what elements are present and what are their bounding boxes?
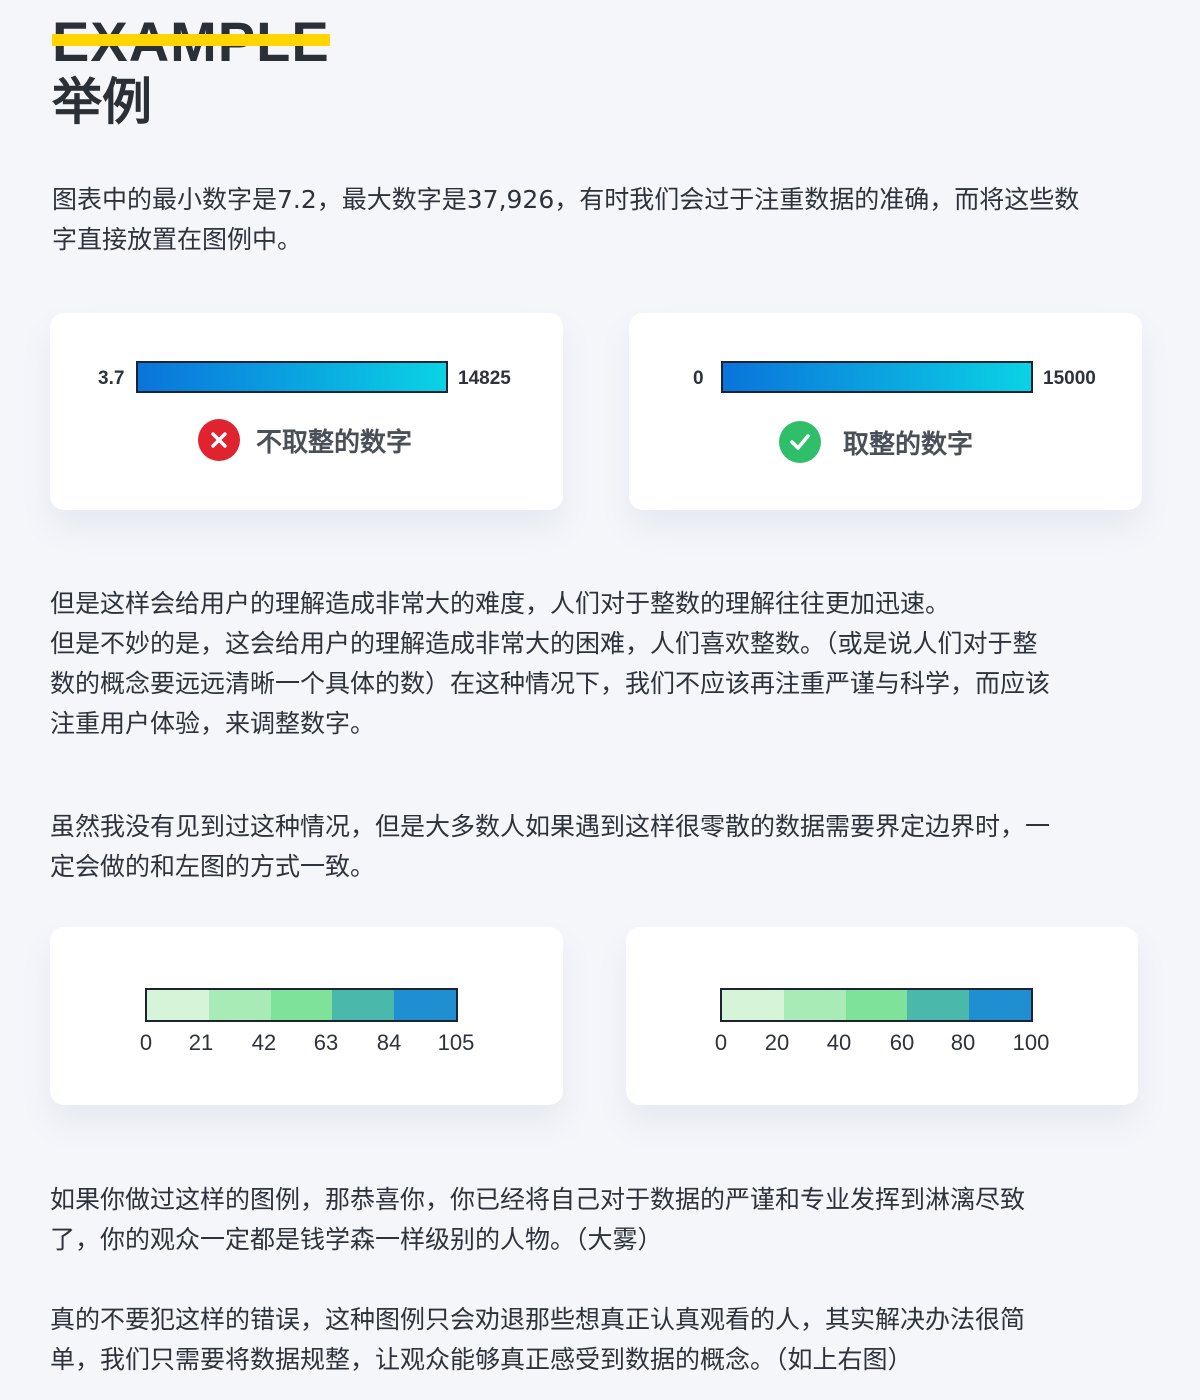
- legend-tick: 80: [950, 1030, 976, 1055]
- legend-swatch: [783, 990, 846, 1020]
- legend-tick: 20: [764, 1030, 790, 1055]
- legend-tick: 0: [714, 1030, 728, 1055]
- heading: EXAMPLE 举例: [52, 8, 330, 132]
- text-line: 字直接放置在图例中。: [52, 225, 303, 254]
- gradient-legend: [136, 361, 448, 393]
- legend-max-label: 14825: [458, 368, 511, 389]
- text-line: 图表中的最小数字是7.2，最大数字是37,926，有时我们会过于注重数据的准确，…: [52, 185, 1080, 214]
- verdict-right: 取整的数字: [779, 421, 973, 463]
- legend-swatch: [845, 990, 908, 1020]
- verdict-label: 取整的数字: [843, 429, 974, 460]
- legend-tick: 60: [889, 1030, 915, 1055]
- legend-tick: 84: [376, 1030, 402, 1055]
- legend-tick: 40: [826, 1030, 852, 1055]
- check-icon: [779, 421, 821, 463]
- legend-min-label: 3.7: [98, 368, 125, 389]
- legend-swatch: [270, 990, 333, 1020]
- legend-swatch: [332, 990, 395, 1020]
- legend-swatch: [907, 990, 970, 1020]
- heading-en: EXAMPLE: [52, 8, 330, 64]
- text-line: 虽然我没有见到过这种情况，但是大多数人如果遇到这样很零散的数据需要界定边界时，一: [50, 812, 1051, 841]
- legend-swatch: [208, 990, 271, 1020]
- right-example-card: 0 15000 取整的数字: [629, 313, 1142, 510]
- legend-swatch: [147, 990, 209, 1020]
- text-line: 单，我们只需要将数据规整，让观众能够真正感受到数据的概念。（如上右图）: [50, 1345, 913, 1374]
- legend-tick: 100: [1012, 1030, 1050, 1055]
- verdict-wrong: 不取整的数字: [198, 419, 412, 461]
- legend-tick: 63: [313, 1030, 339, 1055]
- paragraph-5: 真的不要犯这样的错误，这种图例只会劝退那些想真正认真观看的人，其实解决办法很简 …: [50, 1300, 1140, 1380]
- text-line: 如果你做过这样的图例，那恭喜你，你已经将自己对于数据的严谨和专业发挥到淋漓尽致: [50, 1185, 1026, 1214]
- legend-swatch: [722, 990, 784, 1020]
- legend-max-label: 15000: [1043, 368, 1096, 389]
- text-line: 但是这样会给用户的理解造成非常大的难度，人们对于整数的理解往往更加迅速。: [50, 589, 951, 618]
- highlight-bar: [52, 34, 330, 46]
- text-line: 注重用户体验，来调整数字。: [50, 709, 376, 738]
- stepped-legend: [145, 988, 458, 1022]
- paragraph-2: 但是这样会给用户的理解造成非常大的难度，人们对于整数的理解往往更加迅速。 但是不…: [50, 584, 1140, 744]
- legend-swatch: [969, 990, 1031, 1020]
- page-title: 举例: [52, 73, 152, 131]
- uneven-legend-card: 0 21 42 63 84 105: [50, 927, 563, 1105]
- paragraph-3: 虽然我没有见到过这种情况，但是大多数人如果遇到这样很零散的数据需要界定边界时，一…: [50, 807, 1140, 887]
- legend-min-label: 0: [693, 368, 704, 389]
- gradient-legend: [721, 361, 1033, 393]
- legend-tick: 105: [437, 1030, 475, 1055]
- text-line: 真的不要犯这样的错误，这种图例只会劝退那些想真正认真观看的人，其实解决办法很简: [50, 1305, 1026, 1334]
- legend-tick: 42: [251, 1030, 277, 1055]
- verdict-label: 不取整的数字: [256, 427, 413, 458]
- wrong-example-card: 3.7 14825 不取整的数字: [50, 313, 563, 510]
- text-line: 数的概念要远远清晰一个具体的数）在这种情况下，我们不应该再注重严谨与科学，而应该: [50, 669, 1051, 698]
- cross-icon: [198, 419, 240, 461]
- stepped-legend: [720, 988, 1033, 1022]
- legend-swatch: [394, 990, 456, 1020]
- text-line: 定会做的和左图的方式一致。: [50, 852, 376, 881]
- text-line: 但是不妙的是，这会给用户的理解造成非常大的困难，人们喜欢整数。（或是说人们对于整: [50, 629, 1038, 658]
- rounded-legend-card: 0 20 40 60 80 100: [626, 927, 1138, 1105]
- legend-tick: 0: [139, 1030, 153, 1055]
- text-line: 了，你的观众一定都是钱学森一样级别的人物。（大雾）: [50, 1225, 663, 1254]
- paragraph-4: 如果你做过这样的图例，那恭喜你，你已经将自己对于数据的严谨和专业发挥到淋漓尽致 …: [50, 1180, 1140, 1260]
- intro-paragraph: 图表中的最小数字是7.2，最大数字是37,926，有时我们会过于注重数据的准确，…: [52, 180, 1142, 260]
- legend-tick: 21: [188, 1030, 214, 1055]
